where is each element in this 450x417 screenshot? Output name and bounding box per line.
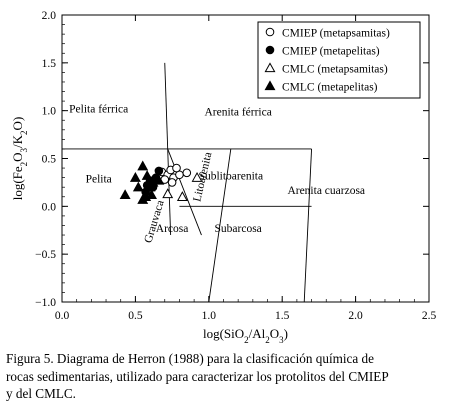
data-point	[162, 188, 174, 199]
data-point	[137, 194, 149, 204]
y-tick-label: 0.0	[42, 201, 57, 213]
legend-box	[257, 21, 421, 99]
data-point	[153, 174, 165, 185]
field-boundary-line	[303, 148, 313, 303]
x-tick-label: 2.0	[348, 310, 363, 322]
data-point	[191, 172, 203, 182]
region-label: Pelita férrica	[69, 104, 128, 116]
field-boundary-line	[164, 62, 169, 149]
field-boundary-line	[208, 148, 232, 303]
data-point	[167, 178, 177, 187]
legend-label: CMIEP (metapsamitas)	[282, 28, 390, 40]
region-label: Pelita	[86, 173, 112, 185]
y-tick-label: 2.0	[42, 10, 57, 22]
legend-marker	[264, 62, 276, 73]
region-label: Grauvaca	[142, 199, 166, 245]
legend-label: CMIEP (metapelitas)	[282, 46, 380, 58]
data-point	[132, 181, 144, 192]
data-point	[172, 163, 181, 173]
caption-line: rocas sedimentarias, utilizado para cara…	[6, 368, 389, 384]
data-point	[176, 191, 188, 201]
x-axis-title: log(SiO2/Al2O3)	[203, 326, 288, 345]
y-tick-label: −1.0	[35, 297, 56, 309]
y-tick-label: 0.5	[42, 154, 57, 166]
x-tick-label: 1.5	[275, 310, 290, 322]
legend-label: CMLC (metapelitas)	[282, 82, 378, 94]
data-point	[141, 170, 153, 180]
region-label: Arcosa	[156, 223, 189, 235]
region-label: Subarcosa	[215, 223, 262, 235]
data-points	[119, 160, 203, 204]
legend-marker	[265, 27, 275, 37]
legend-label: CMLC (metapsamitas)	[282, 64, 388, 76]
legend: CMIEP (metapsamitas) CMIEP (metapelitas) C…	[257, 21, 421, 99]
herron-classification-chart: Pelita férrica Arenita férrica Pelita Subli…	[10, 10, 436, 345]
caption-line: y del CMLC.	[6, 386, 76, 401]
x-tick-label: 0.5	[128, 310, 143, 322]
figure-caption: Figura 5. Diagrama de Herron (1988) para…	[6, 350, 446, 403]
y-tick-label: 1.0	[42, 106, 57, 118]
data-point	[119, 189, 131, 200]
x-tick-label: 1.0	[202, 310, 217, 322]
data-point	[182, 168, 192, 178]
data-point	[144, 181, 156, 192]
data-point	[137, 160, 149, 171]
caption-line: Figura 5. Diagrama de Herron (1988) para…	[6, 351, 375, 366]
y-axis-title: log(Fe2O3/K2O)	[10, 117, 29, 201]
region-label: Arenita férrica	[204, 106, 271, 118]
y-tick-label: −0.5	[35, 249, 56, 261]
x-tick-label: 0.0	[55, 310, 70, 322]
axes: 0.0 0.5 1.0 1.5 2.0 2.5 −1.0 −0.5 0.0 0.5 1.0 1.5 2.…	[10, 10, 436, 345]
data-point	[146, 189, 157, 200]
legend-marker	[264, 80, 276, 91]
field-boundary-line	[167, 148, 202, 236]
region-labels: Pelita férrica Arenita férrica Pelita Subli…	[69, 104, 365, 245]
y-tick-label: 1.5	[42, 58, 57, 70]
legend-marker	[265, 45, 275, 55]
x-tick-label: 2.5	[422, 310, 437, 322]
region-label: Arenita cuarzosa	[287, 185, 365, 197]
data-point	[129, 172, 141, 182]
classification-boundaries	[62, 62, 313, 303]
region-label: Sublitoarenita	[199, 171, 264, 183]
